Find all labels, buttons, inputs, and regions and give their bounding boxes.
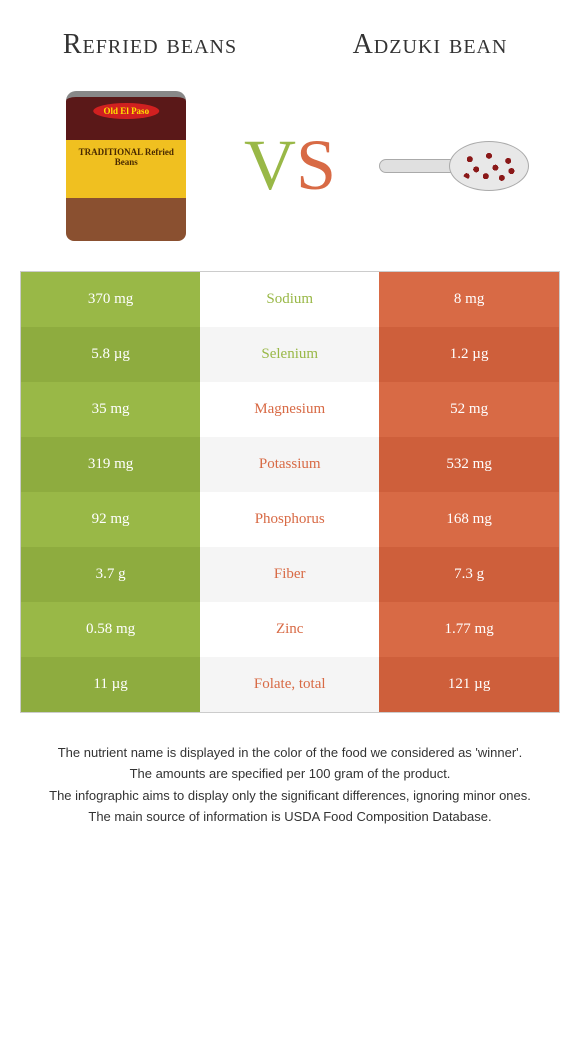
left-value: 370 mg	[21, 272, 200, 327]
footer-line: The nutrient name is displayed in the co…	[20, 743, 560, 763]
right-value: 121 µg	[379, 657, 559, 712]
footer-line: The main source of information is USDA F…	[20, 807, 560, 827]
nutrient-name: Fiber	[200, 547, 379, 602]
table-row: 319 mgPotassium532 mg	[21, 437, 559, 492]
title-left: Refried beans	[50, 30, 250, 61]
left-value: 0.58 mg	[21, 602, 200, 657]
table-row: 3.7 gFiber7.3 g	[21, 547, 559, 602]
right-value: 1.77 mg	[379, 602, 559, 657]
left-value: 35 mg	[21, 382, 200, 437]
right-food-image	[379, 86, 529, 246]
nutrient-table: 370 mgSodium8 mg5.8 µgSelenium1.2 µg35 m…	[20, 271, 560, 713]
right-value: 8 mg	[379, 272, 559, 327]
header: Refried beans Adzuki bean	[0, 0, 580, 71]
table-row: 35 mgMagnesium52 mg	[21, 382, 559, 437]
nutrient-name: Folate, total	[200, 657, 379, 712]
left-value: 3.7 g	[21, 547, 200, 602]
images-row: VS	[0, 71, 580, 271]
table-row: 0.58 mgZinc1.77 mg	[21, 602, 559, 657]
left-value: 319 mg	[21, 437, 200, 492]
nutrient-name: Selenium	[200, 327, 379, 382]
right-value: 168 mg	[379, 492, 559, 547]
footer-line: The infographic aims to display only the…	[20, 786, 560, 806]
vs-label: VS	[244, 124, 336, 207]
nutrient-name: Potassium	[200, 437, 379, 492]
right-value: 7.3 g	[379, 547, 559, 602]
left-value: 11 µg	[21, 657, 200, 712]
nutrient-name: Sodium	[200, 272, 379, 327]
table-row: 11 µgFolate, total121 µg	[21, 657, 559, 712]
nutrient-name: Magnesium	[200, 382, 379, 437]
title-right: Adzuki bean	[330, 30, 530, 61]
table-row: 92 mgPhosphorus168 mg	[21, 492, 559, 547]
vs-s: S	[296, 125, 336, 205]
left-value: 5.8 µg	[21, 327, 200, 382]
nutrient-name: Phosphorus	[200, 492, 379, 547]
footer-notes: The nutrient name is displayed in the co…	[0, 713, 580, 859]
table-row: 370 mgSodium8 mg	[21, 272, 559, 327]
right-value: 52 mg	[379, 382, 559, 437]
left-food-image	[51, 86, 201, 246]
nutrient-name: Zinc	[200, 602, 379, 657]
right-value: 532 mg	[379, 437, 559, 492]
adzuki-spoon-icon	[379, 141, 529, 191]
refried-beans-can-icon	[66, 91, 186, 241]
table-row: 5.8 µgSelenium1.2 µg	[21, 327, 559, 382]
footer-line: The amounts are specified per 100 gram o…	[20, 764, 560, 784]
vs-v: V	[244, 125, 296, 205]
left-value: 92 mg	[21, 492, 200, 547]
right-value: 1.2 µg	[379, 327, 559, 382]
